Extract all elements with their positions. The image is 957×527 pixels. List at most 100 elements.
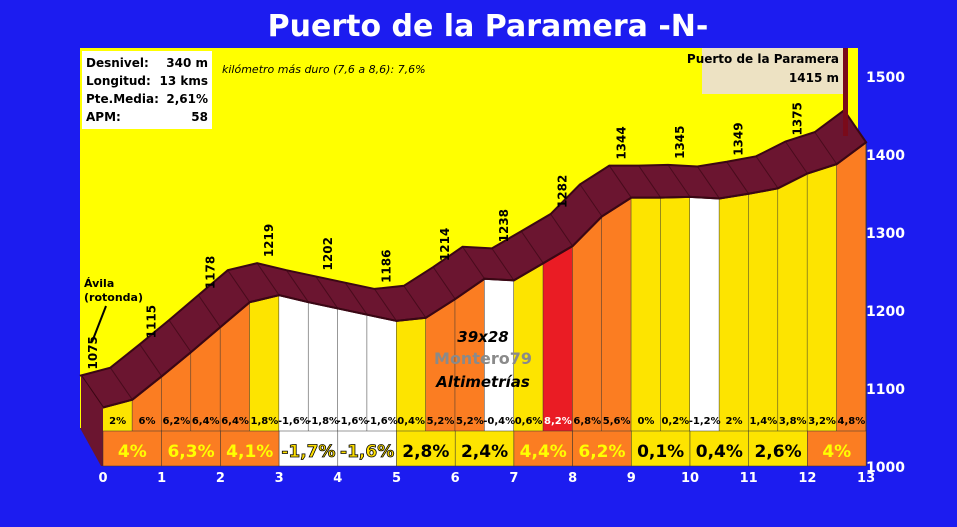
profile-ribbon xyxy=(79,108,868,428)
start-label-line1: Ávila xyxy=(84,277,114,290)
band-hatch xyxy=(579,184,603,217)
band-hatch xyxy=(403,285,427,319)
y-tick-label: 1400 xyxy=(866,148,905,164)
watermark-line1: 39x28 xyxy=(457,328,508,346)
segment-grade-labels: 2% 6% 6,2% 6,4% 6,4% 1,8% -1,6%-1,8%-1,6%-1,6%… xyxy=(109,416,865,427)
altitude-labels: 1075 1115 1178 1219 1202 1186 1214 1238 1282 1344… xyxy=(86,102,804,369)
chart-title: Puerto de la Paramera -N- xyxy=(268,9,709,44)
segment-bar xyxy=(455,278,485,466)
km-grade-cell xyxy=(278,430,339,467)
band-hatch xyxy=(696,166,720,199)
x-tick-label: 6 xyxy=(451,471,460,486)
segment-bar xyxy=(807,164,837,466)
band-hatch xyxy=(550,213,574,247)
band-hatch xyxy=(197,294,221,328)
altitude-label: 1375 xyxy=(790,102,804,135)
km-grade-cell xyxy=(102,430,162,467)
stat-label-pendiente: Pte.Media: xyxy=(86,92,159,106)
x-tick-label: 13 xyxy=(857,471,875,486)
segment-grade: 6% xyxy=(139,416,156,427)
segment-grade: -1,2% xyxy=(689,416,721,427)
stat-label-longitud: Longitud: xyxy=(86,74,151,88)
summit-name: Puerto de la Paramera xyxy=(687,52,839,66)
segment-bar xyxy=(367,314,397,466)
y-tick-label: 1000 xyxy=(866,460,905,476)
band-hatch xyxy=(667,164,691,198)
segment-bar xyxy=(337,308,368,466)
km-grade-cell xyxy=(689,430,749,467)
stats-box: Desnivel: 340 m Longitud: 13 kms Pte.Med… xyxy=(82,51,212,129)
km-grade-cell xyxy=(513,430,573,467)
stat-value-desnivel: 340 m xyxy=(166,56,208,70)
x-tick-label: 8 xyxy=(568,471,577,486)
segment-grade: 0,4% xyxy=(397,416,425,427)
km-grade-label: 4,4% xyxy=(520,442,567,462)
y-tick-label: 1500 xyxy=(866,70,905,86)
segment-bar xyxy=(396,317,426,466)
segment-bar xyxy=(279,295,309,466)
summit-label-bg xyxy=(702,48,843,94)
segment-grade: 2% xyxy=(109,416,126,427)
segment-bar xyxy=(220,302,250,466)
band-hatch xyxy=(315,276,339,309)
band-hatch xyxy=(286,269,309,303)
band-hatch xyxy=(784,141,808,174)
watermark-line3: Altimetrías xyxy=(435,373,530,391)
altitude-label: 1345 xyxy=(673,125,687,158)
segment-bar xyxy=(513,263,544,466)
km-grade-label: 4,1% xyxy=(226,442,273,462)
altitude-label: 1115 xyxy=(145,305,159,338)
segment-grade: 0% xyxy=(637,416,654,427)
band-hatch xyxy=(374,288,397,322)
km-grade-cell xyxy=(161,430,221,467)
km-grade-label: 2,4% xyxy=(461,442,508,462)
segment-grade: 6,4% xyxy=(192,416,220,427)
segment-bar xyxy=(690,196,720,466)
y-tick-label: 1200 xyxy=(866,304,905,320)
band-hatch xyxy=(462,246,485,280)
segment-grade: 5,6% xyxy=(603,416,631,427)
altitude-label: 1214 xyxy=(438,228,452,261)
band-hatch xyxy=(638,165,662,198)
hardest-km-note: kilómetro más duro (7,6 a 8,6): 7,6% xyxy=(222,63,426,76)
x-tick-label: 7 xyxy=(509,471,518,486)
km-grade-label: 2,6% xyxy=(754,442,801,462)
altitude-label: 1186 xyxy=(380,250,394,283)
segment-bar xyxy=(425,299,456,466)
altitude-label: 1075 xyxy=(86,336,100,369)
segment-bar xyxy=(660,196,690,466)
segment-bar xyxy=(249,295,280,466)
km-grade-label: 4% xyxy=(822,442,851,462)
km-grade-cell xyxy=(631,430,691,467)
km-grade-label: 6,2% xyxy=(578,442,625,462)
x-tick-label: 1 xyxy=(157,471,166,486)
stat-label-desnivel: Desnivel: xyxy=(86,56,149,70)
segment-grade: -1,6% xyxy=(337,416,369,427)
segment-grade: -1,8% xyxy=(307,416,339,427)
segment-grade: 3,2% xyxy=(808,416,836,427)
km-grade-cell xyxy=(454,430,515,467)
profile-left-face xyxy=(81,375,103,428)
band-hatch xyxy=(520,230,544,264)
band-hatch xyxy=(168,319,192,353)
segment-grade: 6,4% xyxy=(221,416,249,427)
segment-bar xyxy=(572,216,602,466)
segment-grade: 8,2% xyxy=(544,416,572,427)
band-hatch xyxy=(755,156,779,189)
km-grade-label: 2,8% xyxy=(402,442,449,462)
band-hatch xyxy=(608,165,632,198)
summit-label: Puerto de la Paramera 1415 m xyxy=(687,48,843,94)
segment-grade: 6,2% xyxy=(163,416,191,427)
band-hatch xyxy=(344,282,368,315)
y-tick-label: 1300 xyxy=(866,226,905,242)
km-grade-cell xyxy=(396,430,456,467)
altitude-label: 1202 xyxy=(321,237,335,270)
segment-bar xyxy=(543,246,573,466)
segment-grade: 0,2% xyxy=(661,416,689,427)
x-tick-label: 12 xyxy=(798,471,816,486)
band-hatch xyxy=(109,367,133,400)
segment-grade: -0,4% xyxy=(483,416,515,427)
segment-bar xyxy=(748,188,779,466)
km-row-left-face xyxy=(80,428,103,466)
